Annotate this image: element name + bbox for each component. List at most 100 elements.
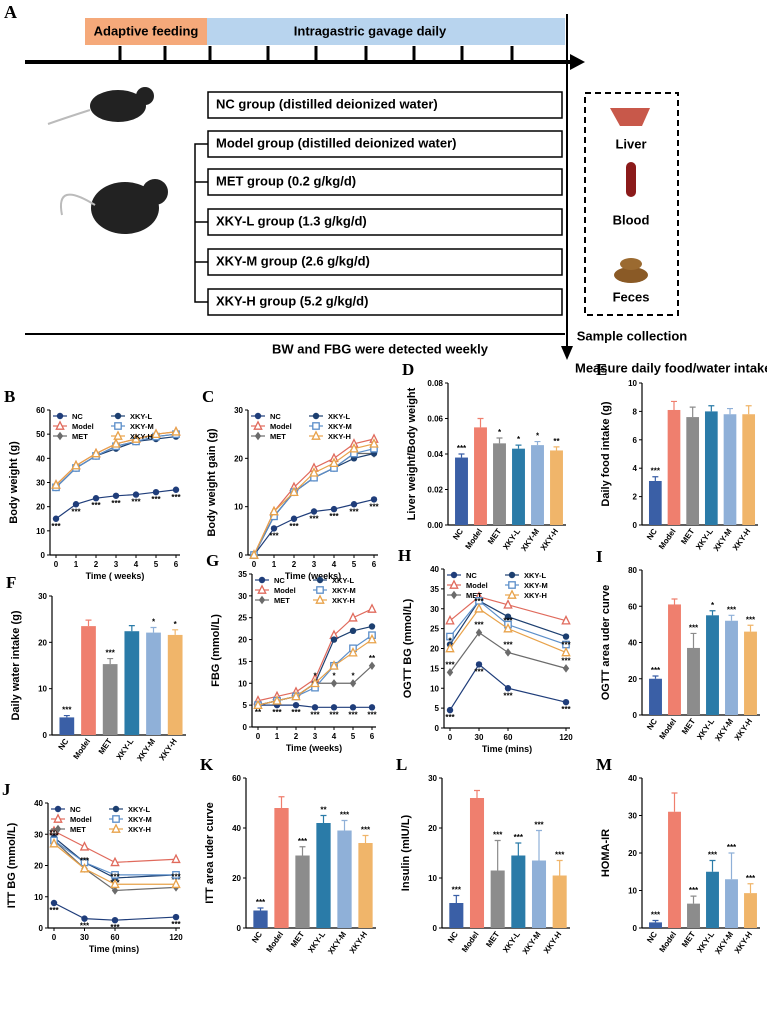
- error-bar: [107, 657, 114, 665]
- error-bar: [747, 624, 754, 632]
- series-line: [449, 596, 567, 622]
- legend-label: MET: [70, 825, 86, 834]
- marker: [152, 488, 160, 496]
- marker: [369, 438, 379, 448]
- x-tick-label: XKY-H: [348, 930, 370, 955]
- bar: [725, 879, 738, 928]
- marker: [172, 486, 180, 493]
- panel: I OGTT area uder curve 0 20 40 60 80 *** NCModel…: [596, 547, 760, 743]
- panel: H OGTT BG (mmol/L) 0 5 10 15 20 25 30 35 40 0 30 60 12…: [398, 546, 573, 754]
- y-tick-label: 20: [34, 862, 43, 871]
- error-bar: [172, 629, 179, 635]
- x-tick-label: 0: [252, 560, 257, 569]
- legend-label: XKY-H: [128, 825, 151, 834]
- significance: ***: [474, 621, 484, 630]
- marker: [172, 913, 180, 921]
- marker: [329, 660, 339, 670]
- bar: [474, 427, 487, 525]
- legend-marker: [55, 420, 65, 430]
- error-bar: [689, 406, 696, 418]
- marker: [171, 426, 181, 436]
- marker: [110, 856, 120, 867]
- legend-label: XKY-M: [328, 422, 352, 431]
- error-bar: [362, 834, 369, 843]
- error-bar: [453, 894, 460, 903]
- phase-label: Intragastric gavage daily: [294, 23, 447, 38]
- legend-marker: [507, 589, 517, 599]
- significance: ***: [80, 857, 90, 866]
- legend-marker: [258, 576, 266, 584]
- x-tick-label: XKY-M: [521, 930, 543, 956]
- y-tick-label: 0.08: [427, 379, 443, 388]
- x-tick-label: NC: [446, 930, 460, 945]
- series-line: [53, 902, 177, 921]
- y-axis-title: Insulin (mIU/L): [400, 814, 412, 891]
- marker: [171, 853, 181, 864]
- y-tick-label: 20: [232, 874, 241, 883]
- panel-label: K: [200, 755, 214, 774]
- marker: [92, 495, 100, 502]
- legend-label: MET: [466, 591, 482, 600]
- x-axis-title: Time (mins): [482, 744, 532, 754]
- y-tick-label: 10: [238, 679, 247, 688]
- bar: [649, 922, 662, 928]
- panel-label: J: [2, 780, 11, 799]
- legend-marker: [254, 431, 262, 441]
- legend-label: NC: [466, 571, 477, 580]
- y-tick-label: 60: [36, 406, 45, 415]
- significance: ***: [503, 691, 513, 700]
- legend-label: XKY-M: [130, 422, 154, 431]
- significance: **: [255, 708, 262, 717]
- panel-label: A: [4, 2, 17, 22]
- panel-label: H: [398, 546, 411, 565]
- marker: [367, 633, 377, 644]
- significance: ***: [171, 920, 181, 929]
- x-tick-label: 1: [74, 560, 79, 569]
- error-bar: [494, 839, 501, 871]
- significance: ***: [49, 906, 59, 915]
- significance: *: [313, 671, 317, 680]
- panel-label: D: [402, 360, 414, 379]
- x-tick-label: Model: [658, 930, 679, 954]
- significance: *: [711, 601, 715, 610]
- bar: [531, 445, 544, 525]
- legend-marker: [253, 420, 263, 430]
- error-bar: [278, 796, 285, 808]
- panel: L Insulin (mIU/L) 0 10 20 30 *** NC Model *** MET *…: [396, 755, 570, 956]
- x-tick-label: 60: [111, 933, 120, 942]
- panel: F Daily water intake (g) 0 10 20 30 *** NC Model…: [6, 573, 186, 763]
- legend-label: NC: [72, 412, 83, 421]
- error-bar: [671, 598, 678, 605]
- significance: *: [332, 671, 336, 680]
- error-bar: [63, 714, 70, 718]
- x-axis-title: Time (mins): [89, 944, 139, 954]
- legend-marker: [508, 581, 516, 589]
- panel-label: E: [596, 360, 607, 379]
- marker: [330, 505, 338, 513]
- y-tick-label: 80: [628, 566, 637, 575]
- significance: ***: [561, 640, 571, 649]
- significance: ***: [111, 499, 121, 508]
- y-tick-label: 0: [239, 551, 244, 560]
- y-tick-label: 0: [633, 924, 638, 933]
- x-tick-label: XKY-H: [733, 717, 755, 742]
- y-tick-label: 0.02: [427, 486, 443, 495]
- series-line: [257, 625, 373, 706]
- bar: [687, 903, 700, 928]
- legend-label: XKY-H: [130, 432, 153, 441]
- bar: [531, 860, 547, 928]
- x-tick-label: NC: [56, 737, 70, 752]
- marker: [445, 642, 455, 653]
- note: Measure daily food/water intake, OGTT, I…: [575, 360, 767, 375]
- y-tick-label: 25: [238, 614, 247, 623]
- significance: ***: [151, 495, 161, 504]
- y-tick-label: 2: [633, 493, 638, 502]
- bar: [706, 871, 719, 928]
- significance: ***: [651, 467, 661, 476]
- y-tick-label: 0: [237, 924, 242, 933]
- legend-marker: [254, 412, 262, 420]
- marker: [291, 690, 301, 701]
- significance: ***: [310, 710, 320, 719]
- y-tick-label: 4: [633, 464, 638, 473]
- y-tick-label: 0.04: [427, 450, 443, 459]
